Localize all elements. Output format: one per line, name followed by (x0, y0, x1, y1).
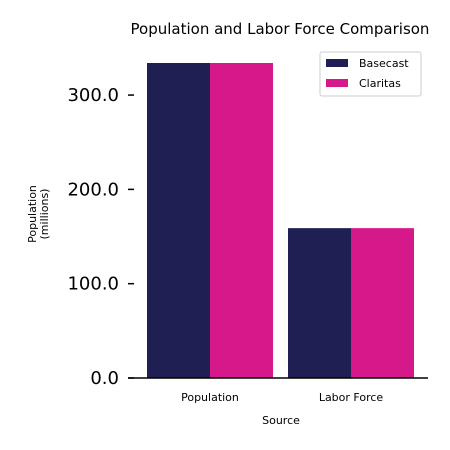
legend-label-claritas: Claritas (359, 77, 401, 90)
legend: Basecast Claritas (319, 51, 422, 97)
y-tick-label: 300.0 (67, 85, 119, 106)
y-tick-label: 0.0 (90, 368, 119, 389)
legend-label-basecast: Basecast (359, 57, 409, 70)
y-axis-label-line: Population (26, 185, 39, 243)
x-tick-label: Labor Force (319, 391, 384, 404)
bar-basecast-labor-force (288, 228, 351, 378)
bar-claritas-labor-force (351, 228, 414, 378)
bar-basecast-population (147, 63, 210, 378)
x-ticks-group: Population Labor Force (181, 391, 383, 404)
bars-group (147, 63, 414, 378)
bar-claritas-population (210, 63, 273, 378)
y-axis-label-line: (millions) (38, 189, 51, 240)
y-axis-label: Population(millions) (26, 185, 51, 243)
y-tick-label: 200.0 (67, 179, 119, 200)
y-tick-label: 100.0 (67, 274, 119, 295)
x-tick-label: Population (181, 391, 239, 404)
legend-swatch-basecast (326, 59, 348, 67)
legend-swatch-claritas (326, 79, 348, 87)
x-axis-label: Source (262, 414, 300, 427)
y-ticks-group: 0.0 100.0 200.0 300.0 (67, 85, 134, 389)
chart-title: Population and Labor Force Comparison (131, 20, 430, 38)
